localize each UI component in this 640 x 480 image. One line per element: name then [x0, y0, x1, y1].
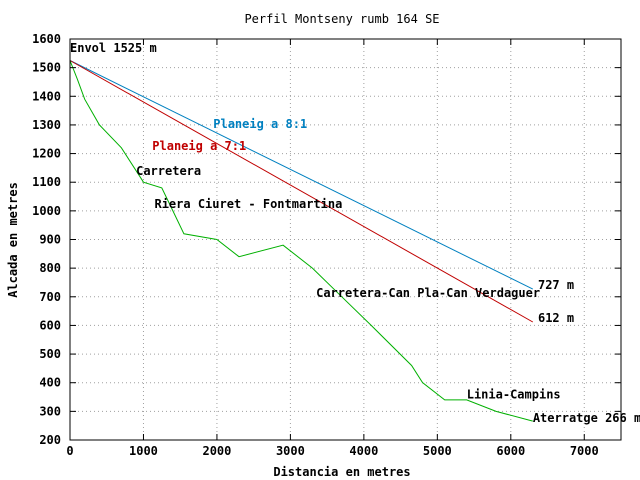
annotation-label: Linia-Campins: [467, 387, 561, 401]
series-layer: [69, 60, 534, 422]
annotation-label: Aterratge 266 m: [533, 411, 640, 425]
y-tick-label: 900: [39, 233, 61, 247]
y-tick-label: 700: [39, 290, 61, 304]
annotations: Envol 1525 m Carretera Riera Ciuret - Font…: [70, 41, 640, 425]
y-tick-label: 600: [39, 318, 61, 332]
y-tick-label: 1100: [32, 175, 61, 189]
y-tick-label: 500: [39, 347, 61, 361]
annotation-label: Carretera-Can Pla-Can Verdaguer: [316, 286, 540, 300]
series-label: Planeig a 7:1: [152, 139, 246, 153]
series-line-1: [69, 60, 534, 323]
annotation-label: Carretera: [136, 164, 201, 178]
y-tick-label: 200: [39, 433, 61, 447]
y-tick-label: 300: [39, 404, 61, 418]
y-tick-label: 1300: [32, 118, 61, 132]
x-tick-label: 1000: [129, 444, 158, 458]
x-tick-label: 0: [66, 444, 73, 458]
y-tick-label: 1600: [32, 32, 61, 46]
y-tick-label: 1400: [32, 89, 61, 103]
x-tick-label: 7000: [570, 444, 599, 458]
x-tick-label: 4000: [349, 444, 378, 458]
chart-title: Perfil Montseny rumb 164 SE: [244, 12, 439, 26]
y-axis-label: Alcada en metres: [6, 182, 20, 298]
y-tick-label: 800: [39, 261, 61, 275]
x-axis-label: Distancia en metres: [273, 465, 410, 479]
y-tick-label: 1000: [32, 204, 61, 218]
grid: [70, 39, 621, 440]
x-tick-label: 5000: [423, 444, 452, 458]
y-tick-label: 400: [39, 376, 61, 390]
y-tick-label: 1500: [32, 61, 61, 75]
x-tick-label: 2000: [202, 444, 231, 458]
annotation-label: Envol 1525 m: [70, 41, 157, 55]
series-line-2: [69, 60, 533, 422]
series-line-0: [69, 60, 534, 290]
annotation-label: 612 m: [538, 311, 574, 325]
x-tick-label: 6000: [496, 444, 525, 458]
y-tick-label: 1200: [32, 147, 61, 161]
axis-ticks: 0 1000 2000 3000 4000 5000 6000 7000 200 300 400 50…: [32, 32, 621, 458]
annotation-label: Riera Ciuret - Fontmartina: [154, 197, 342, 211]
annotation-label: 727 m: [538, 278, 574, 292]
series-label: Planeig a 8:1: [213, 117, 307, 131]
x-tick-label: 3000: [276, 444, 305, 458]
